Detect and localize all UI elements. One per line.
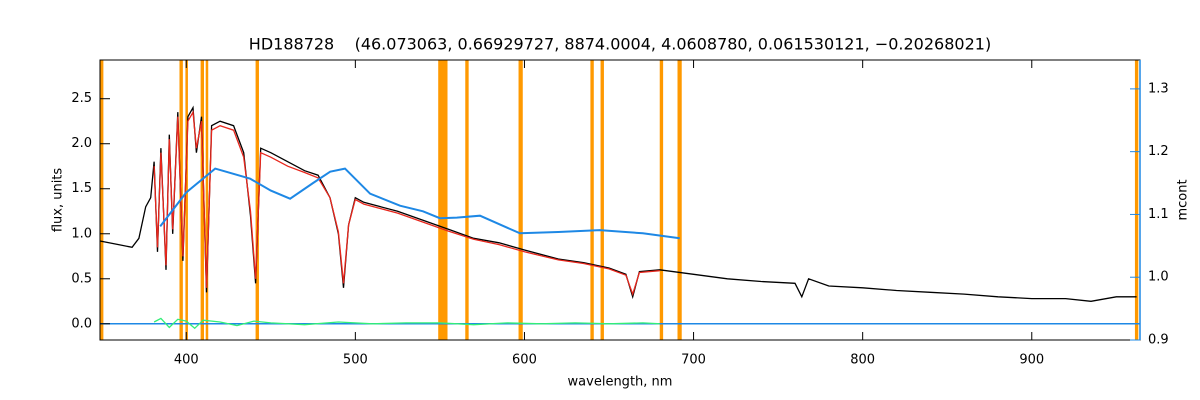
y2-axis-label: mcont [1176, 179, 1191, 220]
y-tick-label: 1.0 [71, 226, 92, 241]
mask-band [255, 60, 259, 340]
y-tick-label: 2.5 [71, 91, 92, 106]
x-tick-label: 700 [681, 353, 706, 368]
y2-tick-label: 1.3 [1148, 81, 1169, 96]
mask-band [185, 60, 188, 340]
y-tick-label: 1.5 [71, 181, 92, 196]
x-axis-label: wavelength, nm [568, 375, 673, 390]
mask-band [1134, 60, 1139, 340]
y-tick-label: 2.0 [71, 136, 92, 151]
y2-tick-label: 1.0 [1148, 270, 1169, 285]
y2-tick-label: 0.9 [1148, 333, 1169, 348]
mask-band [205, 60, 209, 340]
y-tick-label: 0.5 [71, 271, 92, 286]
chart-title: HD188728 (46.073063, 0.66929727, 8874.00… [249, 35, 991, 54]
x-tick-label: 900 [1019, 353, 1044, 368]
y-tick-label: 0.0 [71, 316, 92, 331]
mask-band [200, 60, 204, 340]
mask-band [518, 60, 523, 340]
mask-band [100, 60, 104, 340]
x-tick-label: 800 [850, 353, 875, 368]
mask-band [590, 60, 594, 340]
mask-band [438, 60, 448, 340]
mask-band [465, 60, 469, 340]
y2-tick-label: 1.2 [1148, 144, 1169, 159]
mask-band [600, 60, 604, 340]
y-axis-label: flux, units [51, 168, 66, 233]
series-line [159, 167, 680, 240]
series-line [153, 317, 660, 330]
series-line [153, 110, 660, 297]
mask-band [677, 60, 682, 340]
x-tick-label: 500 [343, 353, 368, 368]
y2-tick-label: 1.1 [1148, 207, 1169, 222]
x-tick-label: 400 [174, 353, 199, 368]
x-tick-label: 600 [512, 353, 537, 368]
mask-band [659, 60, 664, 340]
